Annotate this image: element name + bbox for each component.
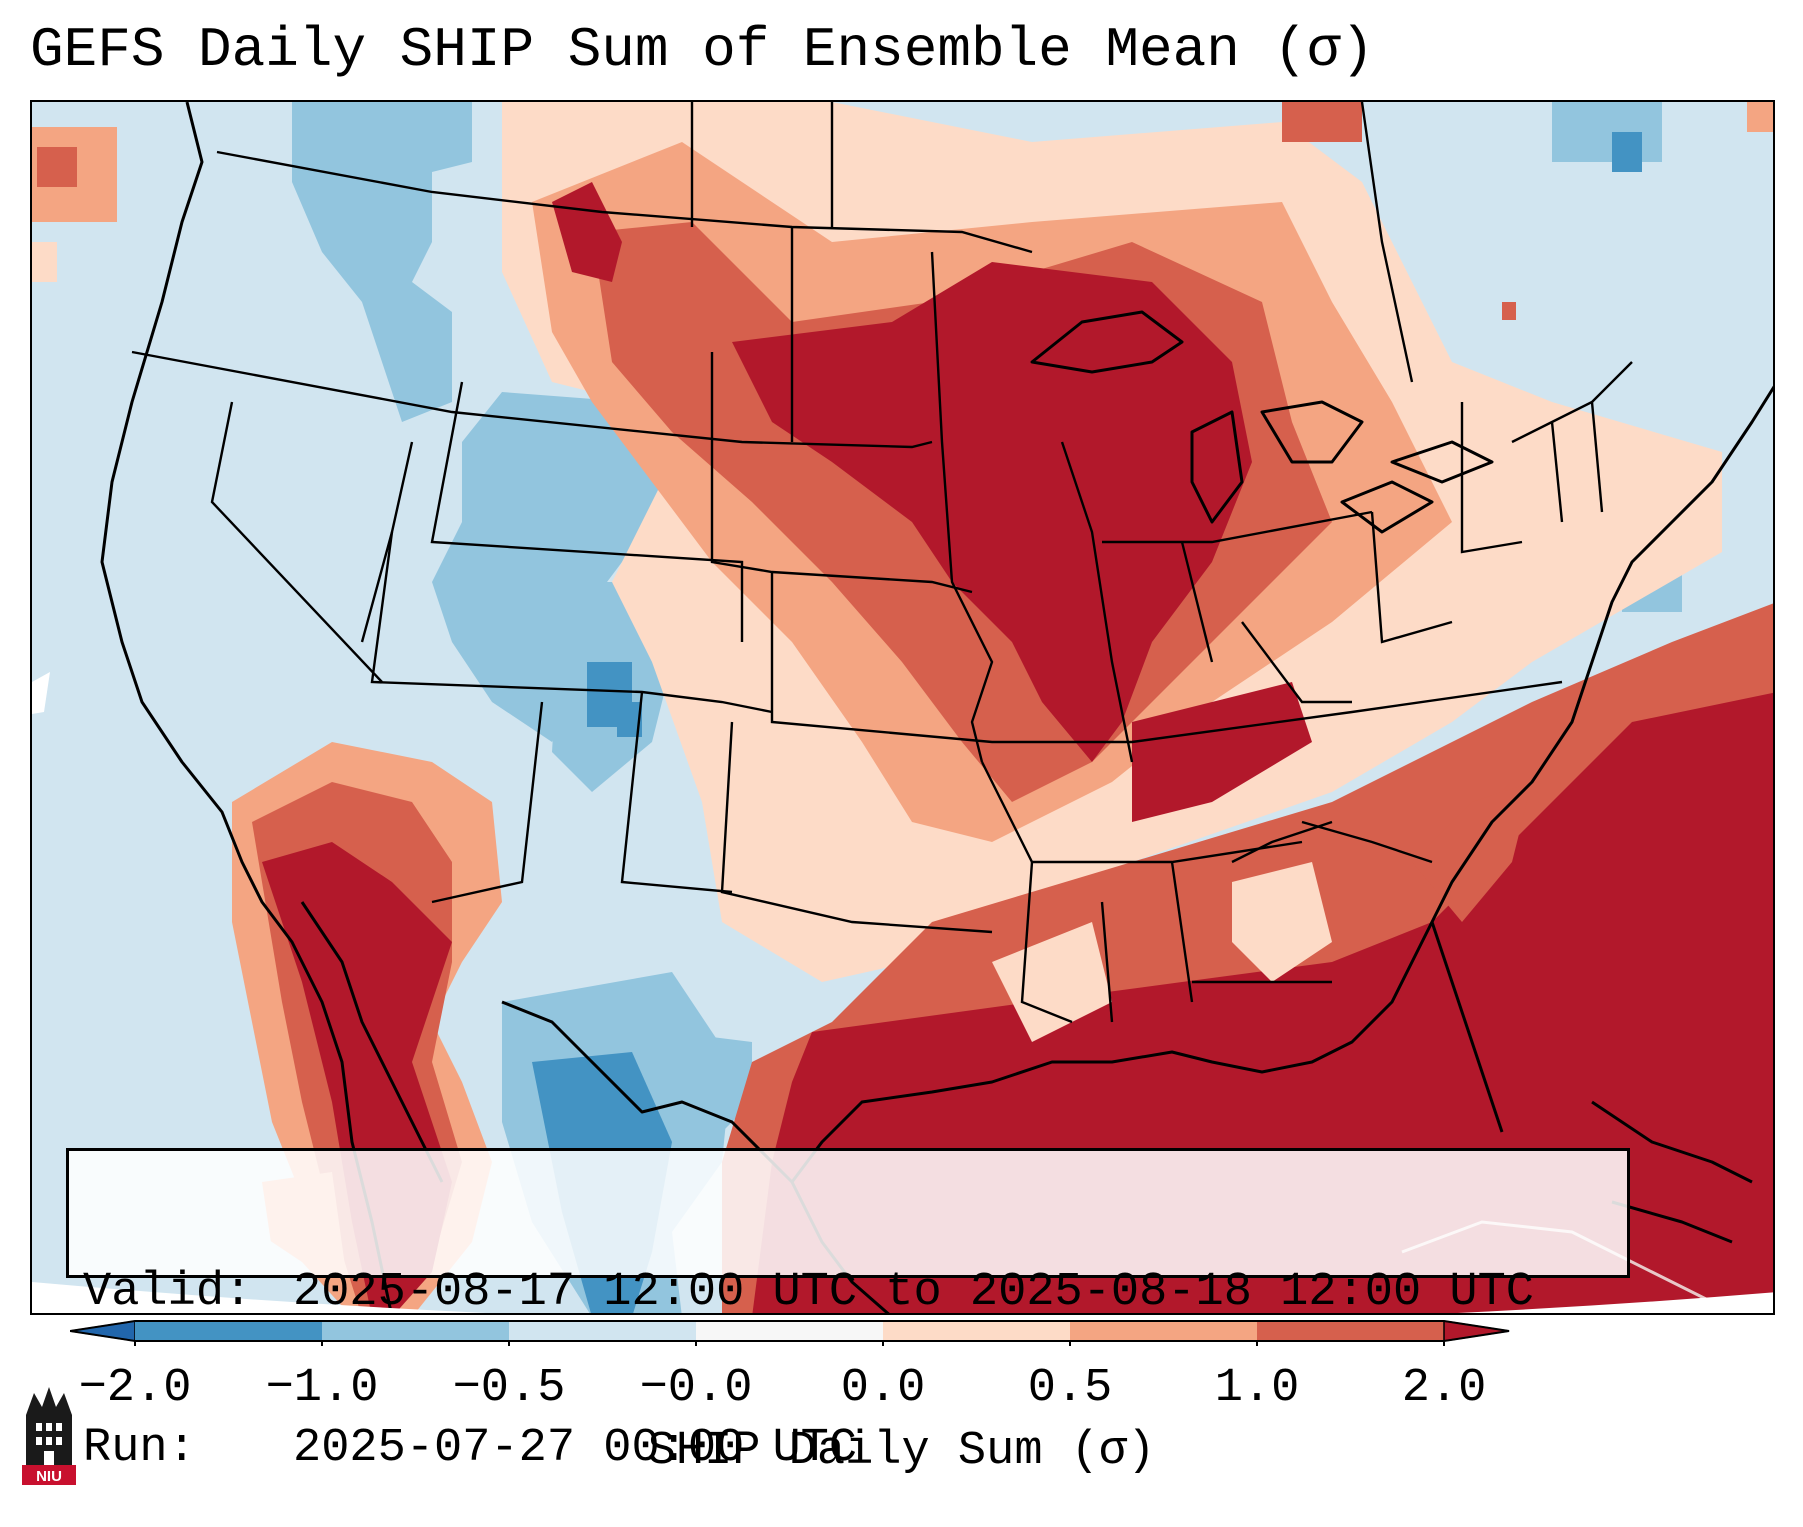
colorbar-tick-label: −2.0 [78, 1362, 192, 1415]
valid-value: 2025-08-17 12:00 UTC to 2025-08-18 12:00… [293, 1266, 1535, 1319]
colorbar-tick-label: −1.0 [265, 1362, 379, 1415]
colorbar-tick-label: 0.0 [840, 1362, 926, 1415]
colorbar-bin [883, 1321, 1070, 1341]
colorbar-bin [1070, 1321, 1257, 1341]
projection-edge [32, 1282, 1773, 1313]
anomaly-map [30, 100, 1775, 1315]
pacific-nw-patch [32, 127, 117, 282]
colorbar-tick-label: −0.5 [452, 1362, 566, 1415]
logo-text: NIU [36, 1468, 62, 1485]
north-central-positive [502, 102, 1773, 982]
run-row: Run: 2025-07-27 00:00 UTC [83, 1423, 1627, 1475]
run-label: Run: [83, 1422, 196, 1475]
valid-run-box: Valid: 2025-08-17 12:00 UTC to 2025-08-18… [66, 1148, 1630, 1475]
missing-data-sliver [32, 672, 50, 714]
colorbar-tick-label: 2.0 [1401, 1362, 1487, 1415]
political-borders [131, 102, 1633, 1024]
valid-label: Valid: [83, 1266, 253, 1319]
colorado-strong-negative [587, 662, 642, 737]
colorbar-label: SHIP Daily Sum (σ) [647, 1425, 1156, 1478]
run-value: 2025-07-27 00:00 UTC [293, 1422, 858, 1475]
niu-logo: NIU [22, 1387, 76, 1485]
colorbar-tick-label: −0.0 [639, 1362, 753, 1415]
map-canvas [32, 102, 1773, 1313]
colorbar [70, 1320, 1510, 1346]
colorbar-tick-label: 1.0 [1214, 1362, 1300, 1415]
colorbar-bin [509, 1321, 696, 1341]
colorbar-bin [1257, 1321, 1444, 1341]
colorbar-extend-high [1443, 1320, 1510, 1342]
colorbar-bin [135, 1321, 322, 1341]
valid-row: Valid: 2025-08-17 12:00 UTC to 2025-08-18… [83, 1267, 1627, 1319]
colorbar-extend-low [70, 1320, 136, 1342]
chart-title: GEFS Daily SHIP Sum of Ensemble Mean (σ) [30, 18, 1375, 82]
colorbar-tick-label: 0.5 [1027, 1362, 1113, 1415]
colorbar-bin [696, 1321, 883, 1341]
colorbar-bin [322, 1321, 509, 1341]
